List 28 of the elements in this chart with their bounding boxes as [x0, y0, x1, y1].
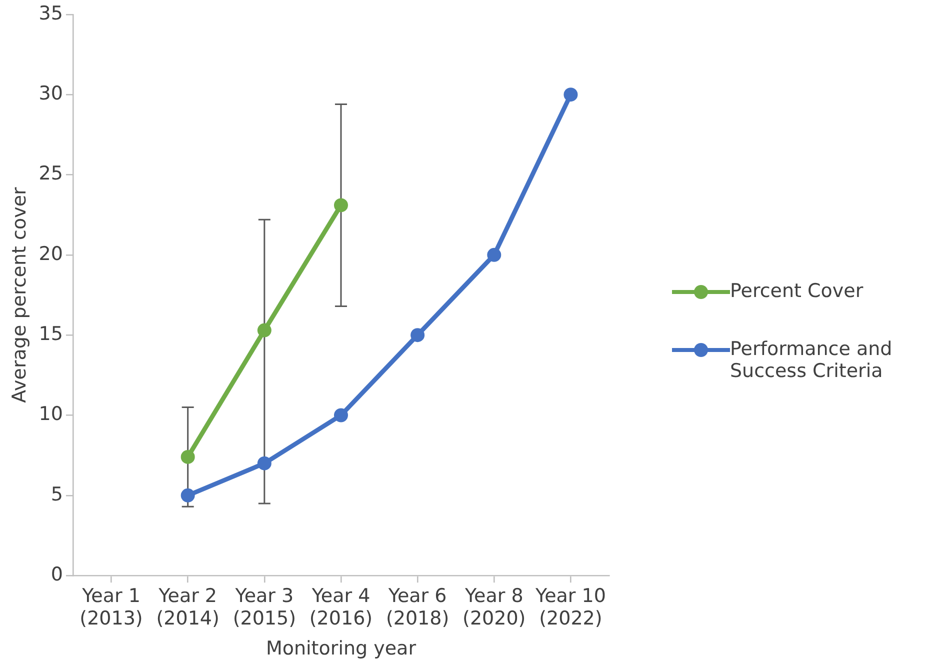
x-tick-label: Year 1 (2013) [80, 584, 143, 630]
x-tick-label: Year 2 (2014) [156, 584, 220, 630]
point [334, 198, 348, 212]
y-tick-label: 30 [38, 82, 63, 105]
y-tick-label: 5 [50, 483, 63, 506]
y-tick-label: 15 [38, 323, 63, 346]
x-tick-label: Year 3 (2015) [232, 584, 296, 630]
y-tick-label: 10 [38, 403, 63, 426]
x-tick-label: Year 4 (2016) [309, 584, 373, 630]
point [180, 450, 195, 464]
point [257, 456, 272, 470]
x-tick-label: Year 6 (2018) [386, 584, 450, 630]
legend-label: Percent Cover [730, 280, 864, 302]
x-tick-label: Year 10 (2022) [534, 584, 606, 630]
point [564, 88, 578, 102]
x-tick-label: Year 8 (2020) [462, 584, 526, 630]
y-tick-label: 0 [50, 564, 63, 586]
point [180, 488, 195, 502]
y-tick-label: 20 [38, 242, 63, 265]
y-tick-label: 35 [38, 2, 63, 24]
x-axis-title: Monitoring year [266, 638, 416, 660]
y-axis-title: Average percent cover [8, 186, 30, 403]
point [410, 328, 425, 342]
y-tick-label: 25 [38, 162, 63, 185]
legend-label: Performance and Success Criteria [730, 338, 894, 382]
point [334, 408, 348, 422]
point [487, 248, 502, 262]
point [257, 323, 272, 338]
